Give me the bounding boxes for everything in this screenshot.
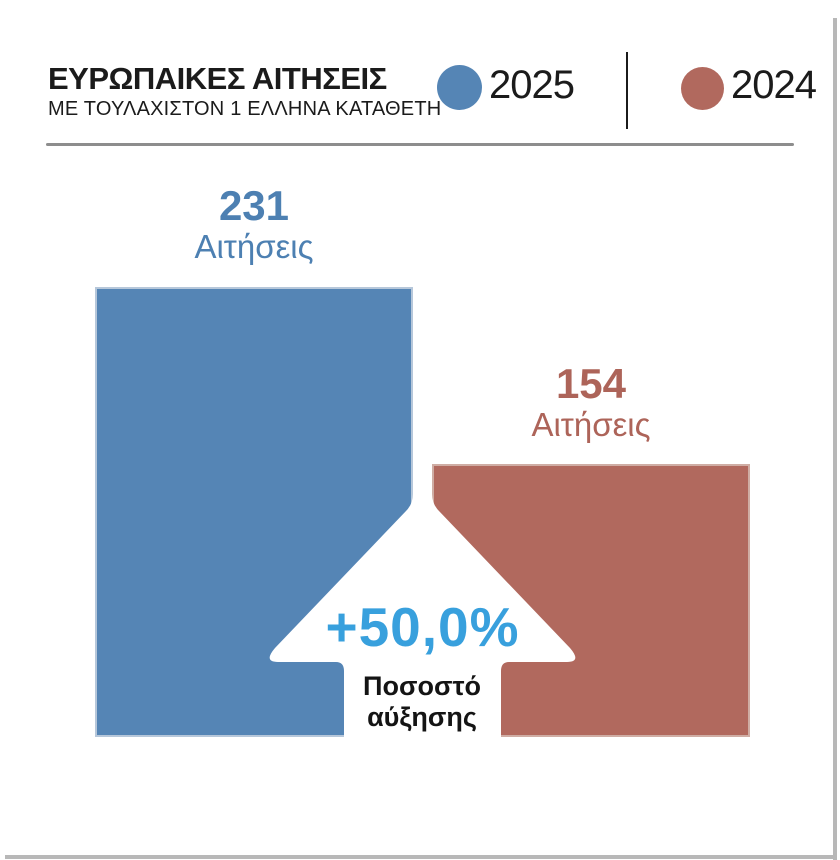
right-edge-line (833, 18, 837, 860)
increase-arrow-icon (269, 438, 576, 738)
page-subtitle: ΜΕ ΤΟΥΛΑΧΙΣΤΟΝ 1 ΕΛΛΗΝΑ ΚΑΤΑΘΕΤΗ (48, 98, 442, 120)
header-divider-line (46, 143, 794, 146)
bar-label-2025: 231 Αιτήσεις (95, 184, 413, 266)
legend-label-2024: 2024 (731, 63, 817, 107)
legend-divider-line (626, 52, 628, 129)
bar-unit-2024: Αιτήσεις (531, 406, 651, 443)
bar-label-2024: 154 Αιτήσεις (432, 362, 750, 444)
legend-dot-2025-icon (437, 65, 482, 110)
bar-value-2025: 231 (218, 182, 290, 229)
page-title: ΕΥΡΩΠΑΙΚΕΣ ΑΙΤΗΣΕΙΣ (48, 61, 387, 96)
legend-label-2025: 2025 (489, 63, 575, 107)
percent-increase-label: Ποσοστό αύξησης (363, 671, 481, 732)
legend-dot-2024-icon (681, 67, 724, 110)
bottom-edge-line (5, 855, 837, 859)
bar-value-2024: 154 (555, 360, 627, 407)
percent-increase-value: +50,0% (325, 596, 520, 658)
bar-unit-2025: Αιτήσεις (194, 228, 314, 265)
